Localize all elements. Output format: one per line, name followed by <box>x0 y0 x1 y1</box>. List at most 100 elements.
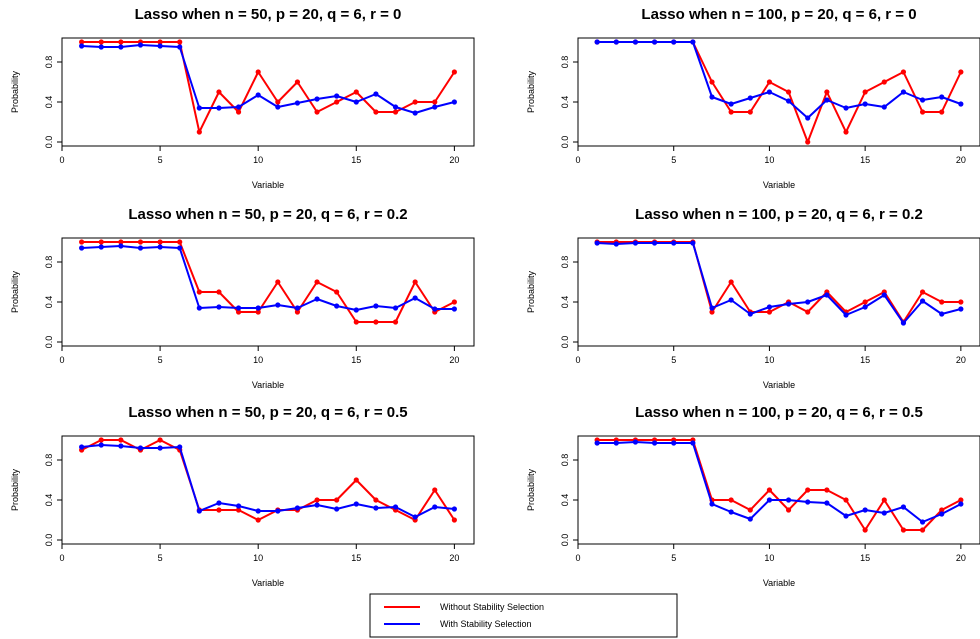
data-point <box>632 240 639 246</box>
data-point <box>613 440 619 446</box>
data-point <box>843 129 849 135</box>
data-point <box>353 477 359 483</box>
panel-5: Lasso when n = 50, p = 20, q = 6, r = 0.… <box>10 404 475 588</box>
data-point <box>79 444 85 450</box>
x-tick-label: 20 <box>956 355 966 365</box>
x-tick-label: 0 <box>575 155 580 165</box>
data-point <box>275 99 281 105</box>
data-point <box>294 309 301 315</box>
data-point <box>919 97 926 103</box>
y-tick-label: 0.0 <box>560 336 570 349</box>
panel-title: Lasso when n = 100, p = 20, q = 6, r = 0 <box>641 6 916 23</box>
data-point <box>843 497 849 503</box>
data-point <box>671 39 677 45</box>
x-tick-label: 0 <box>575 553 580 563</box>
data-point <box>919 289 926 295</box>
data-point <box>451 299 457 305</box>
x-tick-label: 10 <box>764 355 774 365</box>
data-point <box>958 501 964 507</box>
data-point <box>651 240 658 246</box>
data-point <box>728 497 734 503</box>
data-point <box>412 110 418 116</box>
legend: Without Stability Selection With Stabilit… <box>369 593 678 638</box>
x-axis-label: Variable <box>763 180 795 190</box>
data-point <box>690 240 696 246</box>
data-point <box>747 95 753 101</box>
data-point <box>412 99 418 105</box>
y-tick-label: 0.8 <box>44 454 54 467</box>
data-point <box>373 109 379 115</box>
panel-title: Lasso when n = 100, p = 20, q = 6, r = 0… <box>635 206 923 223</box>
data-point <box>900 89 907 95</box>
data-point <box>939 94 945 100</box>
data-point <box>79 239 85 245</box>
data-point <box>824 500 830 506</box>
data-point <box>843 513 849 519</box>
data-point <box>709 94 715 100</box>
data-point <box>862 507 868 513</box>
y-tick-label: 0.8 <box>44 56 54 69</box>
data-point <box>353 89 359 95</box>
data-point <box>314 279 320 285</box>
data-point <box>939 507 945 513</box>
data-point <box>709 501 715 507</box>
data-point <box>613 39 619 45</box>
data-point <box>451 69 457 75</box>
data-point <box>451 506 457 512</box>
data-point <box>594 39 600 45</box>
series-line-with <box>81 444 455 518</box>
series-line-with <box>597 41 962 119</box>
data-point <box>881 510 887 516</box>
data-point <box>373 91 379 97</box>
data-point <box>373 319 379 325</box>
y-tick-label: 0.8 <box>560 256 570 269</box>
y-tick-label: 0.4 <box>44 296 54 309</box>
data-point <box>137 239 144 245</box>
data-point <box>766 89 773 95</box>
data-point <box>255 309 261 315</box>
legend-label: Without Stability Selection <box>440 602 544 612</box>
x-axis-label: Variable <box>252 380 284 390</box>
data-point <box>709 79 715 85</box>
series-line-with <box>81 44 455 114</box>
y-tick-label: 0.8 <box>560 56 570 69</box>
data-point <box>353 307 359 313</box>
data-point <box>939 299 945 305</box>
series-line-without <box>597 41 962 143</box>
data-point <box>373 505 379 511</box>
data-point <box>747 311 753 317</box>
data-point <box>79 39 85 45</box>
data-point <box>118 443 124 449</box>
data-point <box>118 44 124 50</box>
x-tick-label: 10 <box>253 155 263 165</box>
panel-1: Lasso when n = 50, p = 20, q = 6, r = 0 0… <box>10 6 475 190</box>
y-tick-label: 0.4 <box>560 494 570 507</box>
data-point <box>157 445 163 451</box>
data-point <box>196 305 202 311</box>
y-tick-label: 0.4 <box>44 494 54 507</box>
data-point <box>594 440 600 446</box>
data-point <box>196 508 202 514</box>
panel-3: Lasso when n = 50, p = 20, q = 6, r = 0.… <box>10 206 475 390</box>
data-point <box>862 304 868 310</box>
x-tick-label: 5 <box>671 155 676 165</box>
data-point <box>432 306 438 312</box>
data-point <box>392 109 399 115</box>
x-tick-label: 15 <box>860 355 870 365</box>
data-point <box>196 289 202 295</box>
data-point <box>939 511 945 517</box>
data-point <box>613 241 619 247</box>
data-point <box>98 239 104 245</box>
data-point <box>196 105 202 111</box>
data-point <box>235 507 242 513</box>
data-point <box>235 503 242 509</box>
data-point <box>728 109 734 115</box>
data-point <box>412 279 418 285</box>
data-point <box>235 104 242 110</box>
data-point <box>805 139 811 145</box>
data-point <box>177 44 183 50</box>
data-point <box>334 93 340 99</box>
data-point <box>294 79 301 85</box>
data-point <box>177 39 183 45</box>
